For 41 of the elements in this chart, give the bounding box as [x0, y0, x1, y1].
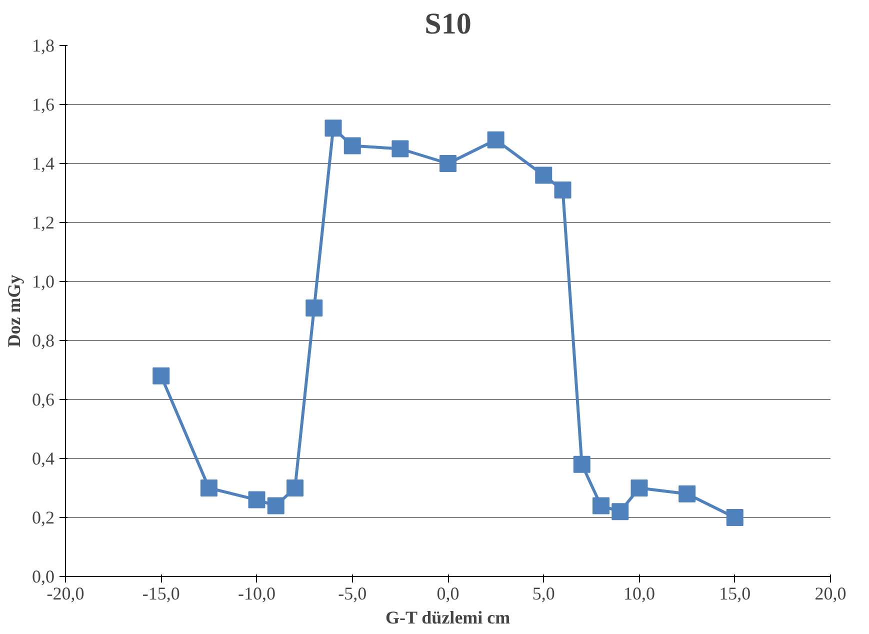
x-tick-label: -5,0: [338, 584, 367, 604]
point: [392, 140, 409, 158]
x-tick-label: 5,0: [532, 584, 555, 604]
point: [152, 367, 170, 384]
x-tick-label: -10,0: [238, 584, 276, 604]
point: [592, 497, 610, 514]
point: [573, 456, 590, 473]
y-tick-label: 1,6: [32, 94, 54, 114]
point: [487, 131, 504, 148]
y-tick-label: 1,0: [32, 272, 54, 292]
y-axis-title: Doz mGy: [4, 274, 24, 348]
y-tick-label: 0,0: [32, 566, 54, 586]
point: [726, 509, 744, 526]
point: [535, 166, 552, 184]
chart-title: S10: [424, 8, 472, 40]
x-axis-title: G-T düzlemi cm: [386, 608, 510, 628]
point: [248, 491, 266, 508]
x-tick-label: -15,0: [142, 584, 180, 604]
point: [200, 480, 218, 496]
point: [267, 497, 284, 514]
x-tick-label: 20,0: [814, 584, 846, 604]
x-tick-label: 15,0: [719, 584, 751, 604]
y-tick-label: 1,4: [32, 154, 54, 174]
y-tick-label: 0,8: [32, 330, 54, 350]
y-tick-label: 1,2: [32, 212, 54, 232]
point: [344, 137, 361, 154]
point: [678, 485, 696, 502]
x-tick-label: 10,0: [624, 584, 655, 604]
point: [286, 480, 304, 496]
point: [324, 120, 342, 137]
y-tick-label: 0,2: [32, 508, 54, 528]
x-tick-label: -20,0: [46, 584, 84, 604]
point: [440, 155, 456, 172]
point: [306, 300, 323, 317]
y-tick-label: 0,4: [32, 448, 54, 468]
point: [630, 480, 648, 496]
y-tick-label: 0,6: [32, 390, 54, 410]
x-tick-label: 0,0: [436, 584, 460, 604]
y-tick-label: 1,8: [32, 36, 54, 56]
point: [554, 182, 572, 199]
point: [612, 503, 629, 520]
